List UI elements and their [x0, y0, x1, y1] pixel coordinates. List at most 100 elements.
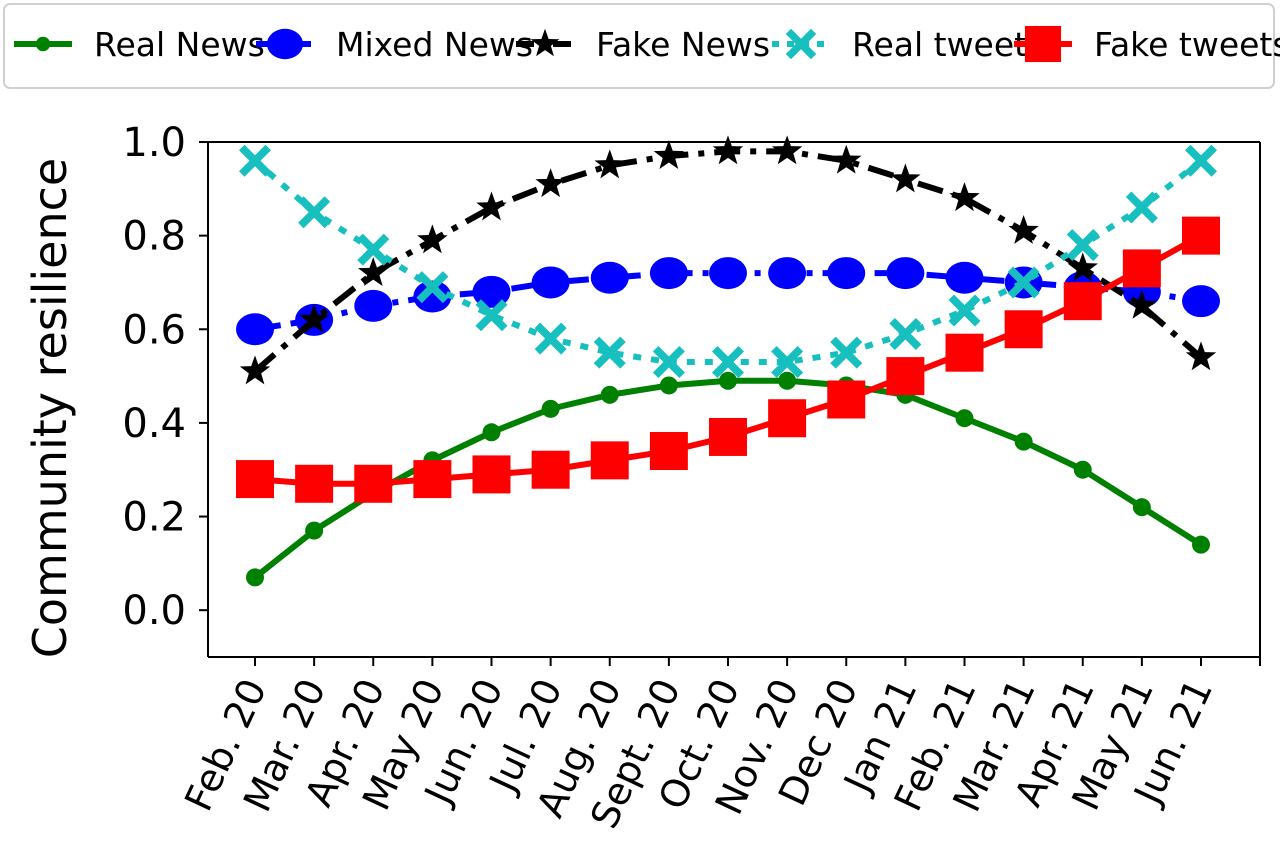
data-point: [417, 224, 448, 254]
data-point: [1192, 535, 1210, 554]
legend-frame: [3, 3, 1275, 89]
data-point: [358, 257, 389, 287]
data-point: [768, 257, 807, 290]
data-point: [1004, 310, 1043, 349]
data-point: [652, 346, 685, 379]
data-point: [830, 336, 863, 369]
data-point: [1182, 216, 1220, 255]
data-point: [534, 322, 567, 355]
data-point: [590, 261, 629, 294]
data-point: [594, 149, 625, 179]
data-point: [1067, 252, 1098, 282]
data-point: [1014, 432, 1033, 451]
data-point: [590, 441, 629, 480]
data-point: [246, 568, 264, 587]
data-point: [709, 257, 747, 290]
y-tick-label: 0.8: [122, 214, 186, 260]
data-point: [298, 196, 331, 229]
data-point: [945, 261, 984, 294]
series-real-tweets: [239, 144, 1217, 379]
data-point: [541, 399, 560, 418]
data-point: [1126, 289, 1158, 319]
data-point: [890, 163, 921, 193]
y-axis-label: Community resilience: [23, 158, 77, 658]
data-point: [827, 380, 866, 419]
data-point: [482, 423, 501, 442]
data-point: [1008, 214, 1039, 244]
data-point: [827, 257, 866, 290]
data-point: [771, 346, 804, 379]
data-point: [945, 333, 984, 372]
data-point: [768, 399, 807, 438]
data-point: [298, 303, 330, 333]
data-point: [1007, 266, 1040, 299]
data-point: [476, 191, 507, 221]
series-fake-tweets: [236, 216, 1220, 503]
legend-marker: [1024, 25, 1062, 63]
data-point: [535, 168, 566, 198]
data-point: [1122, 249, 1161, 288]
y-tick-label: 0.6: [122, 307, 186, 353]
legend-item-real-news: Real News: [14, 25, 265, 64]
data-point: [239, 144, 271, 177]
y-tick-label: 1.0: [122, 120, 186, 166]
data-point: [712, 135, 744, 165]
data-point: [413, 280, 452, 313]
legend-label: Mixed News: [336, 25, 533, 64]
data-point: [948, 294, 981, 327]
data-point: [1063, 282, 1102, 321]
legend-label: Real tweets: [852, 25, 1044, 64]
data-point: [239, 355, 271, 385]
data-point: [886, 257, 925, 290]
legend: Real News Mixed News Fake News Real tweets F…: [3, 3, 1280, 89]
data-point: [1182, 285, 1220, 318]
data-point: [1185, 341, 1217, 371]
data-point: [719, 371, 737, 390]
data-point: [531, 450, 570, 489]
data-point: [1073, 460, 1092, 479]
data-point: [600, 385, 619, 404]
data-point: [712, 346, 744, 379]
legend-marker: [266, 28, 304, 60]
data-point: [653, 140, 685, 169]
data-point: [886, 357, 925, 396]
data-point: [1132, 498, 1151, 517]
data-point: [472, 275, 511, 308]
data-point: [472, 455, 511, 494]
legend-marker: [35, 36, 51, 52]
legend-label: Real News: [94, 25, 265, 64]
data-point: [659, 376, 678, 395]
y-tick-label: 0.0: [122, 588, 186, 634]
data-point: [354, 464, 393, 503]
data-point: [649, 432, 688, 470]
data-point: [236, 313, 274, 346]
legend-item-fake-news: Fake News: [516, 25, 770, 64]
series-fake-news: [239, 135, 1217, 385]
data-point: [778, 371, 797, 390]
data-point: [709, 417, 747, 456]
data-point: [949, 182, 980, 212]
data-point: [593, 336, 626, 369]
data-point: [475, 299, 508, 332]
legend-item-real-tweets: Real tweets: [772, 25, 1044, 64]
data-point: [1066, 229, 1099, 261]
data-point: [771, 135, 803, 165]
y-tick-label: 0.4: [122, 401, 186, 447]
data-point: [413, 460, 452, 499]
series-mixed-news: [236, 257, 1220, 346]
data-point: [416, 271, 449, 304]
data-point: [1125, 191, 1158, 224]
legend-item-mixed-news: Mixed News: [256, 25, 533, 64]
legend-marker: [530, 28, 560, 57]
data-point: [889, 317, 922, 350]
legend-marker: [785, 28, 817, 60]
data-point: [305, 521, 324, 540]
legend-label: Fake tweets: [1094, 25, 1280, 64]
data-point: [531, 266, 570, 299]
data-point: [1185, 144, 1217, 177]
data-point: [354, 289, 393, 322]
legend-item-fake-tweets: Fake tweets: [1014, 25, 1280, 64]
data-point: [357, 233, 390, 266]
